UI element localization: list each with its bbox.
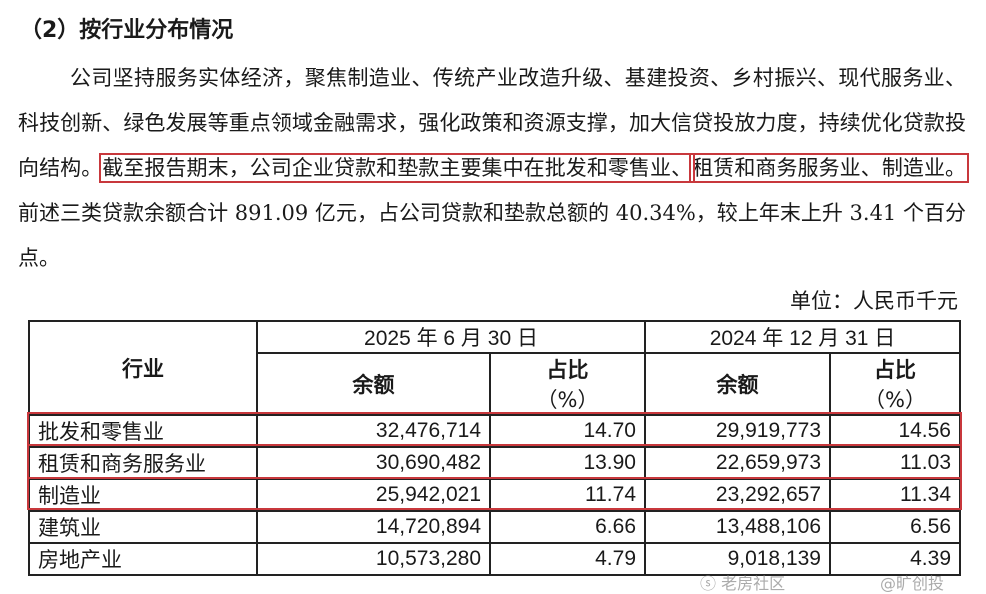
balance-cell: 14,720,894 — [256, 510, 491, 544]
ratio-cell: 14.56 — [829, 414, 961, 448]
balance-cell: 30,690,482 — [256, 446, 491, 480]
industry-cell: 租赁和商务服务业 — [28, 446, 258, 480]
watermark-text: 老房社区 — [721, 574, 786, 593]
header-ratio: 占比 （%） — [829, 352, 961, 416]
ratio-cell: 4.39 — [829, 542, 961, 576]
paragraph-text: 前述三类贷款余额合计 891.09 亿元，占公司贷款和垫款总额的 40.34%，… — [18, 201, 966, 270]
header-balance: 余额 — [644, 352, 831, 416]
ratio-cell: 11.74 — [489, 478, 646, 512]
industry-cell: 制造业 — [28, 478, 258, 512]
highlighted-text: 租赁和商务服务业、制造业。 — [689, 153, 970, 183]
ratio-cell: 14.70 — [489, 414, 646, 448]
unit-label: 单位：人民币千元 — [790, 289, 958, 313]
balance-cell: 9,018,139 — [644, 542, 831, 576]
watermark: ⓢ 老房社区 — [700, 574, 786, 593]
balance-cell: 13,488,106 — [644, 510, 831, 544]
ratio-cell: 4.79 — [489, 542, 646, 576]
balance-cell: 29,919,773 — [644, 414, 831, 448]
balance-cell: 32,476,714 — [256, 414, 491, 448]
header-period: 2025 年 6 月 30 日 — [256, 320, 646, 354]
watermark: @旷创投 — [880, 574, 945, 593]
balance-cell: 23,292,657 — [644, 478, 831, 512]
table-row: 建筑业 14,720,894 6.66 13,488,106 6.56 — [28, 510, 961, 544]
header-balance: 余额 — [256, 352, 491, 416]
paragraph-text: 公司坚持服务实体经济，聚焦制造业、传统产业改造升级、基建投资、乡村振兴、现代服务… — [18, 66, 966, 180]
balance-cell: 10,573,280 — [256, 542, 491, 576]
ratio-cell: 13.90 — [489, 446, 646, 480]
ratio-label: 占比 — [546, 358, 589, 382]
ratio-cell: 6.66 — [489, 510, 646, 544]
ratio-label: 占比 — [874, 358, 916, 382]
highlighted-text: 截至报告期末，公司企业贷款和垫款主要集中在批发和零售业、 — [99, 153, 696, 183]
industry-cell: 房地产业 — [28, 542, 258, 576]
table-row: 批发和零售业 32,476,714 14.70 29,919,773 14.56 — [28, 414, 961, 448]
ratio-cell: 6.56 — [829, 510, 961, 544]
table-row: 房地产业 10,573,280 4.79 9,018,139 4.39 — [28, 542, 961, 576]
header-industry: 行业 — [28, 320, 258, 416]
highlight-divider — [27, 477, 962, 479]
table-row: 租赁和商务服务业 30,690,482 13.90 22,659,973 11.03 — [28, 446, 961, 480]
table-row: 制造业 25,942,021 11.74 23,292,657 11.34 — [28, 478, 961, 512]
balance-cell: 22,659,973 — [644, 446, 831, 480]
ratio-unit: （%） — [536, 388, 599, 412]
ratio-unit: （%） — [864, 388, 926, 412]
ratio-cell: 11.34 — [829, 478, 961, 512]
industry-cell: 批发和零售业 — [28, 414, 258, 448]
balance-cell: 25,942,021 — [256, 478, 491, 512]
body-paragraph: 公司坚持服务实体经济，聚焦制造业、传统产业改造升级、基建投资、乡村振兴、现代服务… — [18, 56, 970, 281]
header-ratio: 占比 （%） — [489, 352, 646, 416]
industry-cell: 建筑业 — [28, 510, 258, 544]
ratio-cell: 11.03 — [829, 446, 961, 480]
section-title: （2）按行业分布情况 — [20, 18, 234, 43]
header-period: 2024 年 12 月 31 日 — [644, 320, 961, 354]
industry-loan-table: 行业 2025 年 6 月 30 日 2024 年 12 月 31 日 余额 占… — [28, 320, 961, 576]
highlight-divider — [27, 444, 962, 446]
